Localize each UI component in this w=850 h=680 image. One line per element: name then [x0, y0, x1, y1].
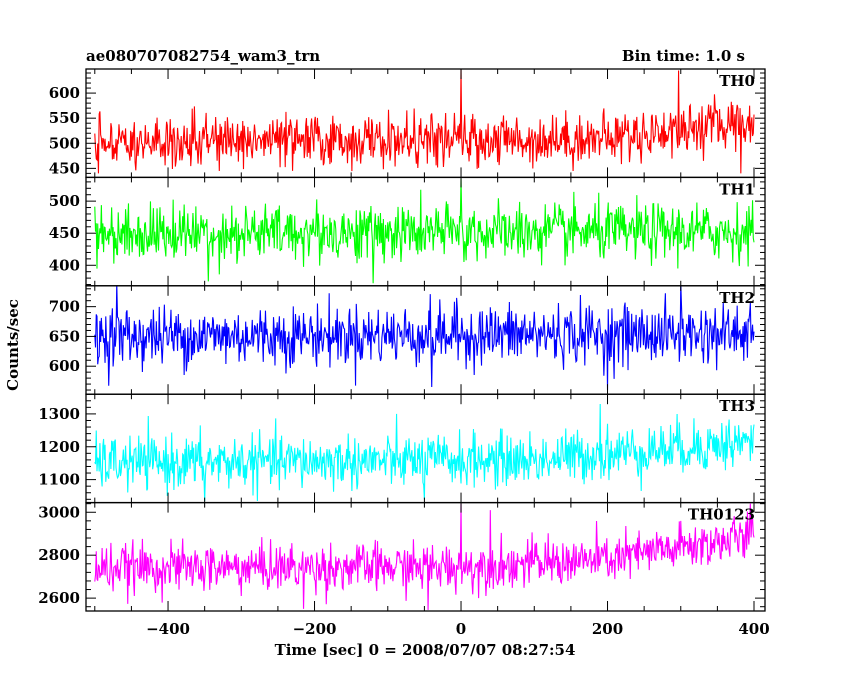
panel-th0123: 2600 2800 3000 TH0123	[38, 501, 766, 612]
panel-label: TH0123	[688, 506, 755, 524]
y-tick-label: 400	[49, 256, 80, 274]
series-line-th1	[94, 178, 755, 284]
y-tick-label: 500	[49, 134, 80, 152]
y-tick-label: 450	[49, 159, 80, 177]
panel-frame	[85, 501, 766, 612]
y-tick-label: 550	[49, 109, 80, 127]
y-tick-label: 600	[49, 357, 80, 375]
series-line-th2	[94, 285, 755, 391]
y-tick-label: 650	[49, 327, 80, 345]
series-line-th0123	[94, 503, 755, 610]
chart-title: ae080707082754_wam3_trn	[86, 47, 320, 65]
x-tick-label: 0	[456, 620, 466, 638]
y-tick-label: 2800	[38, 546, 80, 564]
y-axis-label: Counts/sec	[4, 299, 22, 391]
panel-label: TH0	[719, 72, 755, 90]
x-tick-label: −200	[293, 620, 337, 638]
panel-label: TH1	[719, 180, 755, 198]
panel-label: TH3	[719, 397, 755, 415]
x-tick-label: −400	[146, 620, 190, 638]
y-tick-label: 700	[49, 298, 80, 316]
y-tick-label: 1100	[38, 471, 80, 489]
y-tick-label: 2600	[38, 589, 80, 607]
y-tick-label: 500	[49, 192, 80, 210]
y-tick-label: 450	[49, 224, 80, 242]
panel-th1: 400 450 500 TH1	[49, 176, 766, 287]
x-axis-label: Time [sec] 0 = 2008/07/07 08:27:54	[275, 641, 576, 659]
panels-group: 450 500 550 600 TH0 400 450 500 TH1 600 650 700 TH2 1…	[38, 68, 770, 638]
y-tick-label: 3000	[38, 503, 80, 521]
x-tick-label: 200	[592, 620, 623, 638]
x-tick-label: 400	[738, 620, 769, 638]
panel-label: TH2	[719, 289, 755, 307]
bin-time-label: Bin time: 1.0 s	[622, 47, 745, 65]
series-line-th0	[94, 69, 755, 174]
y-tick-label: 1300	[38, 405, 80, 423]
y-tick-label: 1200	[38, 438, 80, 456]
y-tick-label: 600	[49, 84, 80, 102]
panel-th2: 600 650 700 TH2	[49, 285, 766, 395]
